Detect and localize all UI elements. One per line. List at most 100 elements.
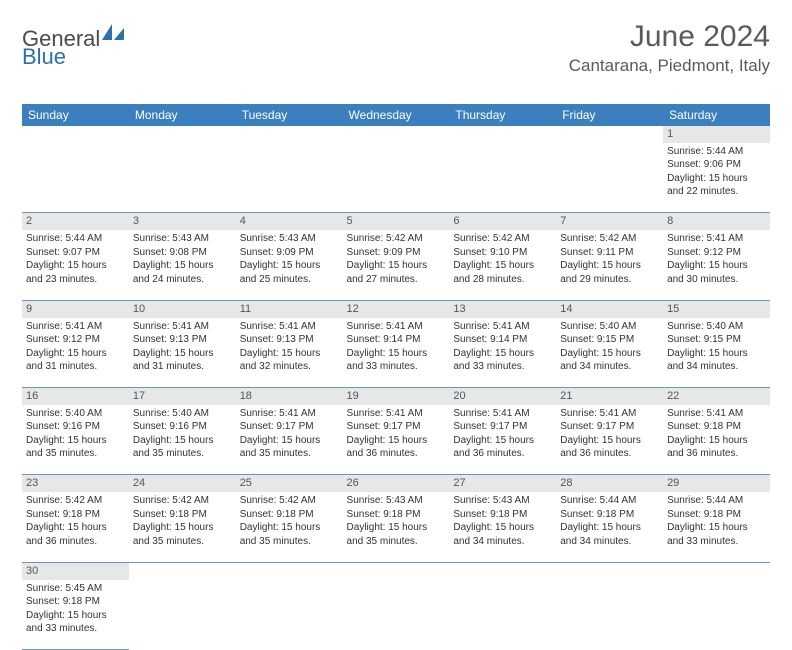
day-number: 6 [449,213,556,230]
daylight-text-1: Daylight: 15 hours [453,259,552,273]
sunset-text: Sunset: 9:15 PM [667,333,766,347]
sunset-text: Sunset: 9:08 PM [133,246,232,260]
day-number: 5 [343,213,450,230]
day-cell: Sunrise: 5:40 AMSunset: 9:16 PMDaylight:… [22,405,129,475]
day-number [236,126,343,143]
day-content-row: Sunrise: 5:40 AMSunset: 9:16 PMDaylight:… [22,405,770,475]
day-number: 25 [236,475,343,492]
day-number [449,126,556,143]
daylight-text-1: Daylight: 15 hours [560,259,659,273]
daylight-text-1: Daylight: 15 hours [667,259,766,273]
sunset-text: Sunset: 9:17 PM [560,420,659,434]
sunset-text: Sunset: 9:13 PM [240,333,339,347]
daylight-text-1: Daylight: 15 hours [453,434,552,448]
daylight-text-2: and 34 minutes. [560,535,659,549]
day-cell: Sunrise: 5:44 AMSunset: 9:07 PMDaylight:… [22,230,129,300]
day-cell: Sunrise: 5:42 AMSunset: 9:09 PMDaylight:… [343,230,450,300]
sunset-text: Sunset: 9:18 PM [560,508,659,522]
sunrise-text: Sunrise: 5:40 AM [560,320,659,334]
day-cell: Sunrise: 5:41 AMSunset: 9:18 PMDaylight:… [663,405,770,475]
day-cell: Sunrise: 5:44 AMSunset: 9:18 PMDaylight:… [556,492,663,562]
day-number: 29 [663,475,770,492]
day-number-row: 1 [22,126,770,143]
daylight-text-2: and 22 minutes. [667,185,766,199]
sunset-text: Sunset: 9:10 PM [453,246,552,260]
daylight-text-1: Daylight: 15 hours [453,347,552,361]
day-number: 16 [22,388,129,405]
daylight-text-2: and 35 minutes. [133,447,232,461]
daylight-text-2: and 35 minutes. [133,535,232,549]
day-number-row: 16171819202122 [22,388,770,405]
sunrise-text: Sunrise: 5:41 AM [347,320,446,334]
daylight-text-1: Daylight: 15 hours [667,172,766,186]
day-number: 30 [22,562,129,579]
daylight-text-1: Daylight: 15 hours [667,434,766,448]
daylight-text-1: Daylight: 15 hours [26,347,125,361]
daylight-text-1: Daylight: 15 hours [26,609,125,623]
sunset-text: Sunset: 9:17 PM [453,420,552,434]
day-number: 15 [663,300,770,317]
day-cell [236,580,343,650]
sunset-text: Sunset: 9:18 PM [240,508,339,522]
day-cell: Sunrise: 5:41 AMSunset: 9:14 PMDaylight:… [449,318,556,388]
daylight-text-2: and 35 minutes. [240,535,339,549]
sunset-text: Sunset: 9:18 PM [347,508,446,522]
sunset-text: Sunset: 9:17 PM [240,420,339,434]
daylight-text-2: and 33 minutes. [667,535,766,549]
day-cell: Sunrise: 5:44 AMSunset: 9:06 PMDaylight:… [663,143,770,213]
sunset-text: Sunset: 9:18 PM [453,508,552,522]
day-cell: Sunrise: 5:41 AMSunset: 9:17 PMDaylight:… [449,405,556,475]
day-number [556,126,663,143]
daylight-text-1: Daylight: 15 hours [667,347,766,361]
day-cell: Sunrise: 5:40 AMSunset: 9:15 PMDaylight:… [556,318,663,388]
day-content-row: Sunrise: 5:45 AMSunset: 9:18 PMDaylight:… [22,580,770,650]
daylight-text-2: and 31 minutes. [26,360,125,374]
calendar-table: Sunday Monday Tuesday Wednesday Thursday… [22,104,770,650]
sunrise-text: Sunrise: 5:41 AM [453,320,552,334]
day-number: 1 [663,126,770,143]
sunrise-text: Sunrise: 5:41 AM [240,407,339,421]
sunrise-text: Sunrise: 5:43 AM [133,232,232,246]
daylight-text-2: and 33 minutes. [453,360,552,374]
sunset-text: Sunset: 9:14 PM [347,333,446,347]
daylight-text-1: Daylight: 15 hours [133,521,232,535]
sunset-text: Sunset: 9:07 PM [26,246,125,260]
day-cell: Sunrise: 5:41 AMSunset: 9:12 PMDaylight:… [22,318,129,388]
day-cell: Sunrise: 5:41 AMSunset: 9:17 PMDaylight:… [556,405,663,475]
daylight-text-2: and 36 minutes. [347,447,446,461]
day-number [129,562,236,579]
sunrise-text: Sunrise: 5:42 AM [26,494,125,508]
day-cell [129,143,236,213]
daylight-text-1: Daylight: 15 hours [347,347,446,361]
daylight-text-2: and 36 minutes. [26,535,125,549]
sunrise-text: Sunrise: 5:43 AM [453,494,552,508]
day-cell: Sunrise: 5:43 AMSunset: 9:08 PMDaylight:… [129,230,236,300]
sunset-text: Sunset: 9:15 PM [560,333,659,347]
daylight-text-1: Daylight: 15 hours [240,521,339,535]
daylight-text-1: Daylight: 15 hours [453,521,552,535]
sunrise-text: Sunrise: 5:42 AM [453,232,552,246]
day-number [663,562,770,579]
weekday-header: Thursday [449,104,556,126]
day-content-row: Sunrise: 5:44 AMSunset: 9:07 PMDaylight:… [22,230,770,300]
day-cell: Sunrise: 5:43 AMSunset: 9:09 PMDaylight:… [236,230,343,300]
day-cell: Sunrise: 5:42 AMSunset: 9:11 PMDaylight:… [556,230,663,300]
sunset-text: Sunset: 9:13 PM [133,333,232,347]
day-cell: Sunrise: 5:43 AMSunset: 9:18 PMDaylight:… [449,492,556,562]
sunset-text: Sunset: 9:16 PM [26,420,125,434]
day-number: 24 [129,475,236,492]
sunrise-text: Sunrise: 5:40 AM [667,320,766,334]
sunrise-text: Sunrise: 5:42 AM [347,232,446,246]
sunset-text: Sunset: 9:14 PM [453,333,552,347]
daylight-text-2: and 23 minutes. [26,273,125,287]
day-cell [236,143,343,213]
weekday-header-row: Sunday Monday Tuesday Wednesday Thursday… [22,104,770,126]
day-number: 4 [236,213,343,230]
daylight-text-1: Daylight: 15 hours [560,521,659,535]
day-number: 20 [449,388,556,405]
day-number [556,562,663,579]
daylight-text-1: Daylight: 15 hours [667,521,766,535]
day-number [449,562,556,579]
title-block: June 2024 Cantarana, Piedmont, Italy [569,20,770,76]
day-cell [343,580,450,650]
